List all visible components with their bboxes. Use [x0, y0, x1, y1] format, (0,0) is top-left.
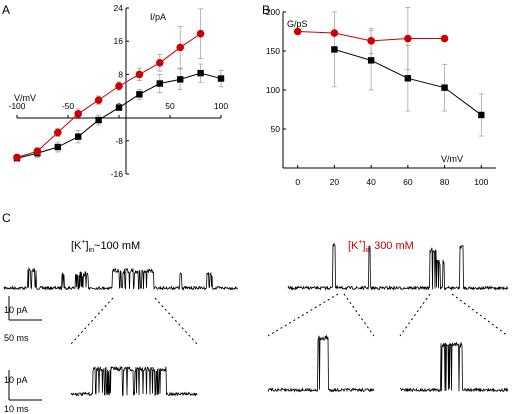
scale-bar-bottom [8, 370, 42, 401]
a-series-0-point [177, 76, 184, 83]
a-y-tick-label: 8 [118, 69, 123, 79]
a-series-1-point [115, 82, 123, 90]
b-series-1-point [404, 34, 412, 43]
conductance-x-axis-label: V/mV [441, 154, 463, 164]
a-series-1-point [196, 29, 205, 38]
panel-label-b: B [262, 3, 270, 17]
a-x-tick-label: 50 [165, 101, 175, 111]
a-series-0-point [217, 75, 225, 82]
a-y-tick-label: 24 [114, 3, 124, 13]
trace-high-k-expanded-2 [399, 341, 509, 393]
zoom-guides [70, 293, 509, 345]
a-series-0-point [95, 116, 102, 124]
a-series-0-point [197, 69, 204, 77]
a-series-1-line [16, 33, 201, 158]
scale-bar-top [8, 296, 42, 321]
b-x-tick-label: 20 [330, 177, 340, 187]
single-channel-traces: [K+]in~100 mM [K+]in 300 mM 10 pA 50 ms … [3, 239, 509, 414]
a-series-1-point [135, 70, 144, 79]
a-series-0-point [54, 143, 61, 151]
b-series-0-point [478, 111, 485, 119]
a-y-tick-label: 16 [114, 36, 124, 46]
panel-label-a: A [2, 3, 10, 17]
a-series-1-point [156, 58, 164, 67]
a-series-0-point [156, 80, 163, 87]
b-series-1-point [293, 27, 302, 36]
scale-top-current: 10 pA [4, 305, 28, 315]
panel-label-c: C [2, 211, 11, 225]
a-series-1-point [54, 128, 62, 137]
conductance-y-axis-label: G/pS [287, 19, 308, 29]
trace-low-k-long [3, 266, 239, 291]
b-series-0-point [404, 75, 412, 82]
b-y-tick-label: 50 [271, 124, 281, 134]
left-condition-label: [K+]in~100 mM [71, 239, 140, 254]
b-x-tick-label: 80 [440, 177, 450, 187]
a-x-tick-label: -50 [62, 101, 75, 111]
trace-low-k-expanded [70, 365, 198, 397]
b-x-tick-label: 100 [474, 177, 488, 187]
a-series-0-point [75, 133, 82, 140]
trace-high-k-long [287, 243, 509, 291]
a-x-tick-label: -100 [8, 101, 25, 111]
b-series-1-point [440, 34, 449, 43]
a-y-tick-label: -16 [111, 169, 124, 179]
b-x-tick-label: 60 [403, 177, 413, 187]
a-series-0-point [136, 91, 143, 98]
right-condition-label: [K+]in 300 mM [348, 239, 414, 254]
trace-high-k-expanded-1 [267, 334, 375, 393]
a-y-tick-label: -8 [115, 136, 123, 146]
b-series-0-point [331, 46, 338, 53]
scale-bottom-time: 10 ms [4, 404, 29, 414]
b-series-0-point [367, 57, 375, 64]
iv-x-axis-label: V/mV [14, 93, 36, 103]
b-y-tick-label: 150 [266, 46, 280, 56]
a-series-1-point [94, 96, 103, 104]
b-y-tick-label: 200 [266, 7, 280, 17]
iv-y-axis-label: I/pA [150, 12, 166, 22]
b-series-1-point [367, 37, 375, 45]
a-series-1-point [74, 110, 82, 118]
conductance-chart: 0 20 40 60 80 100 50 100 150 200 V/mV G/pS [266, 6, 496, 187]
a-series-1-point [13, 153, 21, 162]
scale-bottom-current: 10 pA [4, 375, 28, 385]
a-x-tick-label: 100 [214, 101, 228, 111]
a-series-0-point [115, 104, 123, 111]
b-x-tick-label: 0 [295, 177, 300, 187]
b-y-tick-label: 100 [266, 85, 280, 95]
a-series-1-point [176, 43, 184, 52]
b-series-1-point [330, 29, 339, 37]
scale-top-time: 50 ms [4, 333, 29, 343]
b-x-tick-label: 40 [366, 177, 376, 187]
b-series-0-point [441, 84, 448, 91]
a-series-1-point [33, 147, 42, 155]
